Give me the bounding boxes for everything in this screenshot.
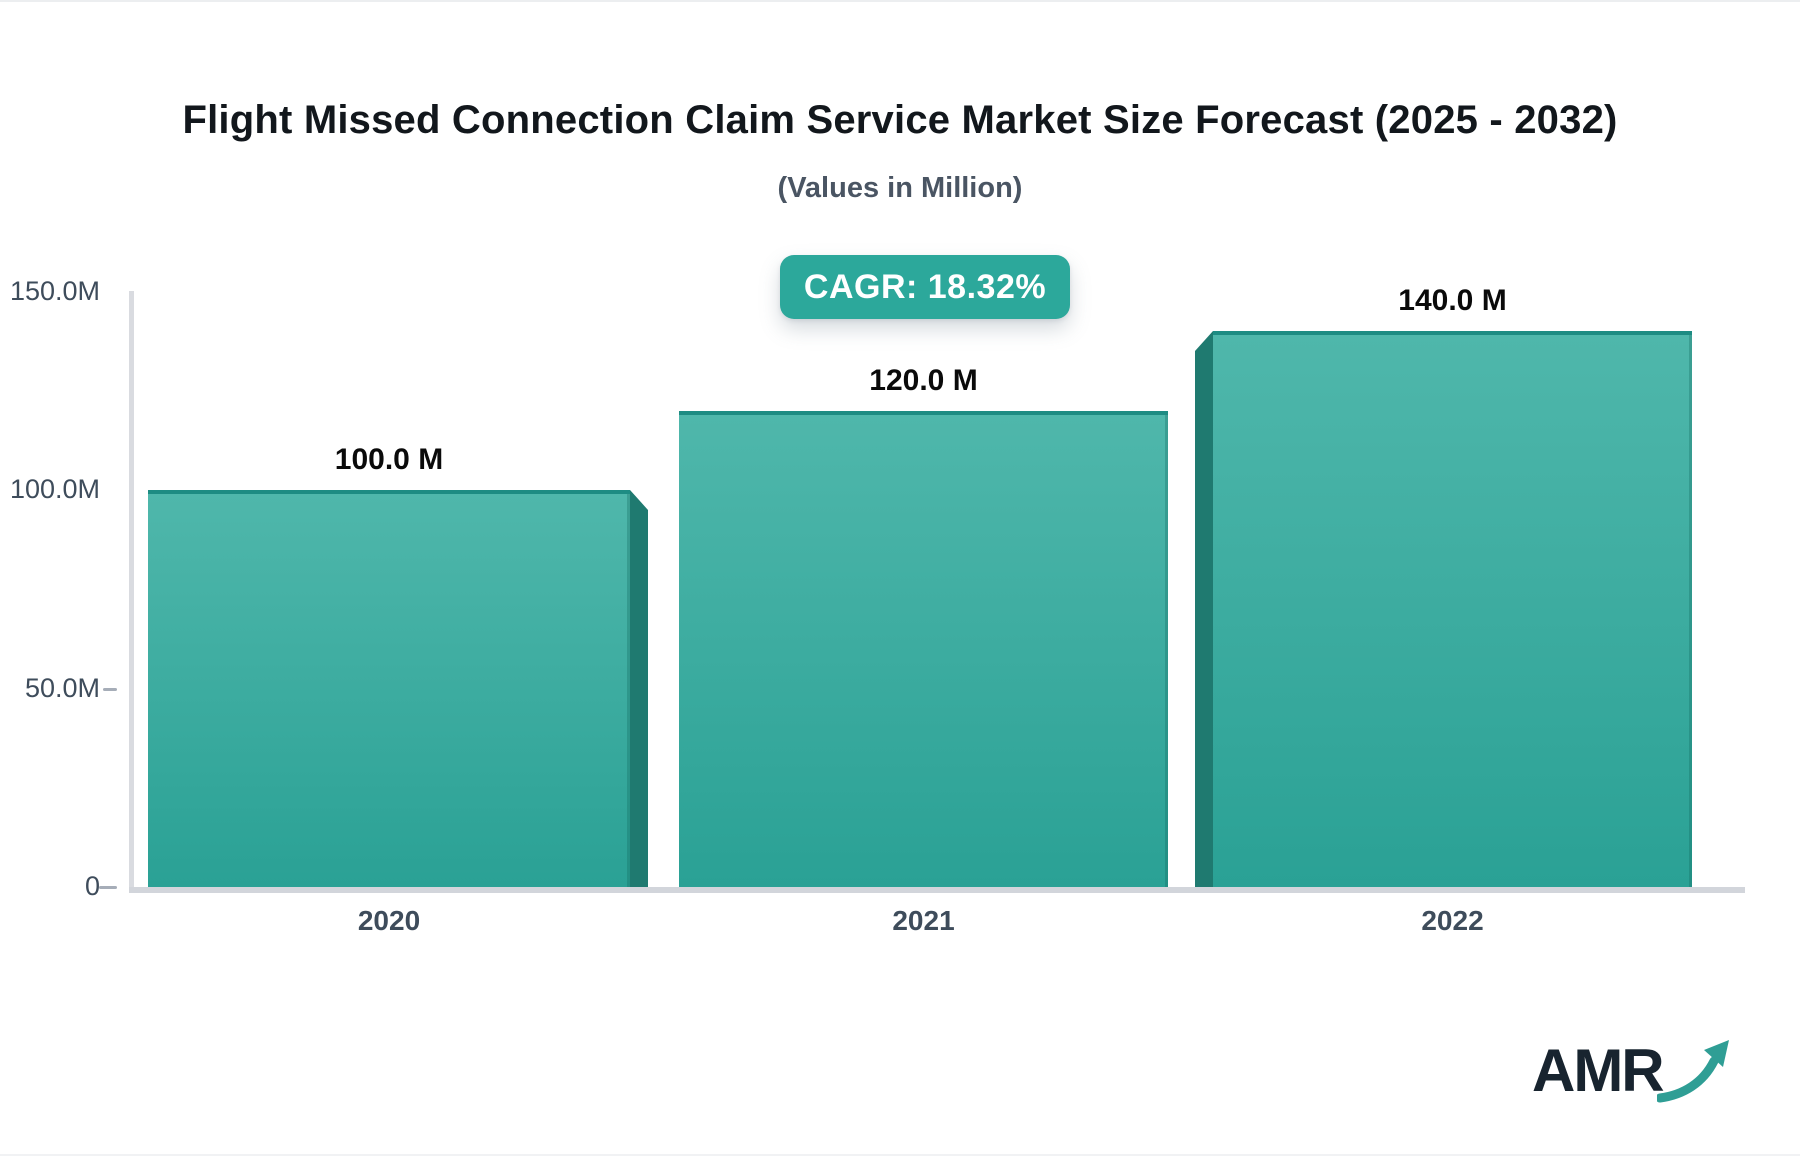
bar-value-label: 140.0 M — [1398, 284, 1507, 317]
x-tick-label: 2021 — [892, 905, 955, 936]
bar-value-label: 100.0 M — [334, 443, 444, 476]
y-tick-label: 0 — [84, 871, 100, 901]
y-axis-line — [129, 291, 134, 888]
y-tick-label: 150.0M — [9, 275, 100, 306]
cagr-badge: CAGR: 18.32% — [780, 255, 1070, 319]
chart-title: Flight Missed Connection Claim Service M… — [182, 98, 1618, 142]
x-tick-label: 2022 — [1421, 905, 1484, 936]
x-tick-label: 2020 — [357, 905, 421, 936]
amr-logo-text: AMR — [1532, 1037, 1665, 1104]
y-tick-dash — [99, 886, 117, 889]
amr-logo: AMR — [1532, 1036, 1731, 1105]
y-tick-label: 100.0M — [9, 474, 100, 504]
amr-logo-arrow-icon — [1656, 1040, 1729, 1103]
cagr-badge-label: CAGR: 18.32% — [803, 267, 1047, 306]
y-tick-dash — [103, 687, 117, 691]
bar-2022-side-bevel — [1195, 331, 1213, 887]
x-axis-line — [129, 887, 1745, 893]
bar-2022 — [1213, 331, 1692, 887]
bar-value-label: 120.0 M — [869, 364, 978, 397]
bar-2020 — [148, 490, 630, 887]
y-tick-label: 50.0M — [24, 672, 100, 703]
bar-2020-side-bevel — [630, 490, 648, 887]
chart-subtitle: (Values in Million) — [777, 172, 1023, 204]
bar-2021 — [679, 411, 1168, 887]
